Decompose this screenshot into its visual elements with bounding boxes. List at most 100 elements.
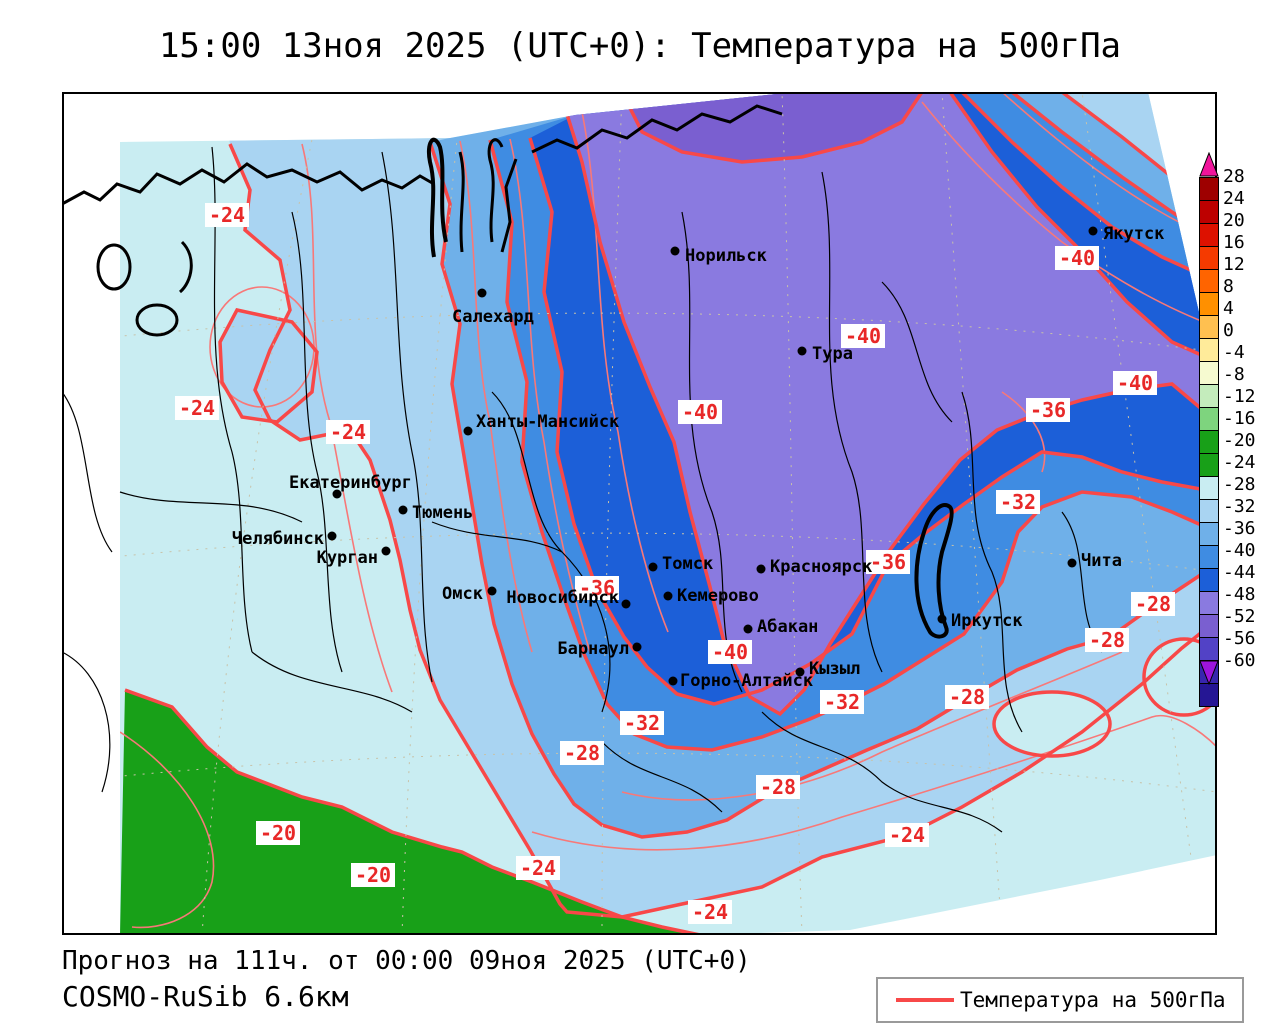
colorbar-top-triangle bbox=[1199, 151, 1219, 181]
contour-label-chip bbox=[560, 741, 604, 765]
colorbar-cell bbox=[1199, 177, 1219, 201]
city-label: Иркутск bbox=[951, 611, 1023, 631]
colorbar-tick-label: 8 bbox=[1223, 276, 1234, 297]
contour-label: -40 bbox=[1059, 246, 1095, 270]
colorbar-cell bbox=[1199, 200, 1219, 224]
city-dot bbox=[477, 288, 487, 298]
city-dot bbox=[743, 624, 753, 634]
city-label: Курган bbox=[317, 548, 378, 568]
page-title: 15:00 13ноя 2025 (UTC+0): Температура на… bbox=[158, 26, 1122, 66]
contour-label-chip bbox=[1085, 628, 1129, 652]
colorbar-cell bbox=[1199, 637, 1219, 661]
city-label: Норильск bbox=[685, 246, 767, 266]
contour-label-chip bbox=[841, 324, 885, 348]
colorbar bbox=[1199, 177, 1219, 707]
colorbar-tick-label: 16 bbox=[1223, 232, 1245, 253]
city-label: Томск bbox=[662, 554, 713, 574]
city-label: Новосибирск bbox=[506, 588, 619, 608]
contour-label-chip bbox=[516, 856, 560, 880]
contour-label: -24 bbox=[889, 823, 925, 847]
colorbar-cell bbox=[1199, 315, 1219, 339]
admin-borders bbox=[62, 146, 1103, 833]
city-label: Омск bbox=[442, 584, 483, 604]
colorbar-tick-label: -4 bbox=[1223, 342, 1245, 363]
contour-label-chip bbox=[351, 863, 395, 887]
city-dot bbox=[487, 586, 497, 596]
contour-label-chip bbox=[1055, 246, 1099, 270]
contour-label: -20 bbox=[260, 821, 296, 845]
city-label: Челябинск bbox=[232, 529, 324, 549]
colorbar-cell bbox=[1199, 476, 1219, 500]
colorbar-tick-label: 0 bbox=[1223, 320, 1234, 341]
contour-label-chip bbox=[175, 396, 219, 420]
city-dot bbox=[1067, 558, 1077, 568]
contour-label: -28 bbox=[949, 685, 985, 709]
colorbar-tick-label: -44 bbox=[1223, 562, 1256, 583]
lake-baikal bbox=[914, 503, 954, 639]
city-dot bbox=[795, 667, 805, 677]
contour-label: -32 bbox=[624, 711, 660, 735]
colorbar-tick-label: -48 bbox=[1223, 584, 1256, 605]
colorbar-cell bbox=[1199, 591, 1219, 615]
legend-line-sample bbox=[896, 998, 954, 1002]
colorbar-cell bbox=[1199, 407, 1219, 431]
colorbar-cell bbox=[1199, 292, 1219, 316]
contour-label: -32 bbox=[1000, 490, 1036, 514]
temperature-field bbox=[120, 92, 1217, 935]
contour-label-chip bbox=[996, 490, 1040, 514]
colorbar-cell bbox=[1199, 522, 1219, 546]
city-dot bbox=[463, 426, 473, 436]
contour-label: -20 bbox=[355, 863, 391, 887]
colorbar-tick-label: 20 bbox=[1223, 210, 1245, 231]
contour-label: -36 bbox=[870, 550, 906, 574]
city-label: Салехард bbox=[452, 307, 534, 327]
contour-label: -28 bbox=[1089, 628, 1125, 652]
contour-label-chip bbox=[326, 420, 370, 444]
contour-label: -24 bbox=[692, 900, 728, 924]
colorbar-tick-label: -32 bbox=[1223, 496, 1256, 517]
colorbar-cell bbox=[1199, 430, 1219, 454]
colorbar-cell bbox=[1199, 499, 1219, 523]
city-dot bbox=[327, 531, 337, 541]
contour-label-chip bbox=[1131, 592, 1175, 616]
contour-label: -24 bbox=[209, 203, 245, 227]
legend: Температура на 500гПа bbox=[876, 977, 1244, 1023]
map-container: -24 -24 -24 -40 -40 -40 -40 -36 -36 -36 -32 -32 -32-… bbox=[62, 92, 1217, 935]
graticule bbox=[120, 92, 1217, 935]
colorbar-tick-label: -16 bbox=[1223, 408, 1256, 429]
contour-label: -28 bbox=[760, 775, 796, 799]
city-label: Кемерово bbox=[677, 586, 759, 606]
contour-labels: -24-24-24-40-40-40-40-36-36-36-32-32-32-… bbox=[175, 203, 1175, 924]
colorbar-tick-label: -24 bbox=[1223, 452, 1256, 473]
colorbar-cell bbox=[1199, 361, 1219, 385]
city-label: Якутск bbox=[1103, 224, 1164, 244]
city-label: Екатеринбург bbox=[289, 473, 412, 493]
city-dot bbox=[621, 599, 631, 609]
city-dot bbox=[398, 505, 408, 515]
temperature-map: -24-24-24-40-40-40-40-36-36-36-32-32-32-… bbox=[62, 92, 1217, 935]
contour-label-chip bbox=[205, 203, 249, 227]
city-label: Красноярск bbox=[770, 557, 872, 577]
city-dot bbox=[937, 614, 947, 624]
colorbar-cell bbox=[1199, 614, 1219, 638]
city-dot bbox=[668, 676, 678, 686]
city-dot bbox=[381, 546, 391, 556]
contour-label-chip bbox=[575, 576, 619, 600]
colorbar-tick-label: -28 bbox=[1223, 474, 1256, 495]
coastlines bbox=[62, 104, 783, 337]
city-label: Ханты-Мансийск bbox=[476, 412, 619, 432]
contour-label: -40 bbox=[712, 640, 748, 664]
contour-label: -24 bbox=[520, 856, 556, 880]
contour-label: -28 bbox=[1135, 592, 1171, 616]
city-dot bbox=[332, 489, 342, 499]
contour-label-chip bbox=[708, 640, 752, 664]
colorbar-cell bbox=[1199, 545, 1219, 569]
colorbar-bottom-triangle bbox=[1199, 660, 1219, 689]
thin-contour-lines bbox=[120, 92, 1217, 929]
contour-label: -40 bbox=[682, 400, 718, 424]
colorbar-tick-label: 12 bbox=[1223, 254, 1245, 275]
colorbar-tick-label: -52 bbox=[1223, 606, 1256, 627]
contour-label: -40 bbox=[1117, 371, 1153, 395]
city-dot bbox=[797, 346, 807, 356]
colorbar-tick-label: -60 bbox=[1223, 650, 1256, 671]
